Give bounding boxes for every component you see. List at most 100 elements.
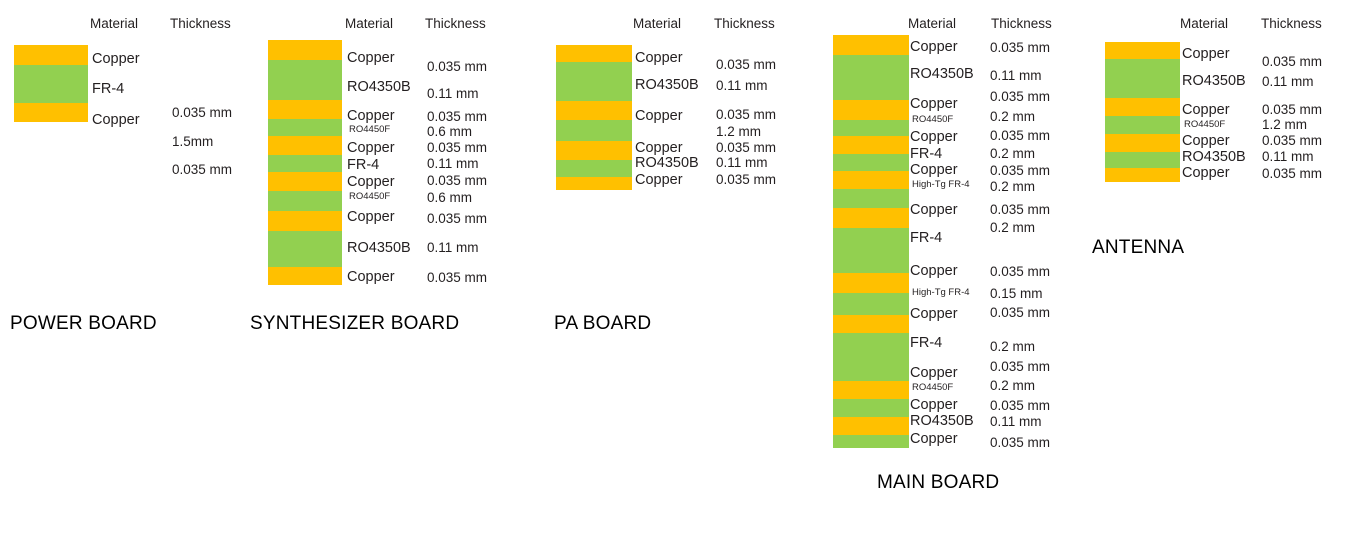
- stack-layer-dielectric: [833, 228, 909, 273]
- layer-material-label: Copper: [910, 397, 958, 413]
- layer-material-label: Copper: [910, 365, 958, 381]
- stack-layer-dielectric: [833, 154, 909, 171]
- board-caption-synthesizer-board: SYNTHESIZER BOARD: [250, 313, 460, 334]
- layer-thickness-label: 0.035 mm: [1262, 54, 1323, 69]
- layer-material-label: Copper: [910, 202, 958, 218]
- layer-material-label: Copper: [92, 112, 140, 128]
- stack-layer-copper: [268, 211, 342, 231]
- layer-material-label: RO4450F: [349, 191, 391, 202]
- layer-thickness-label: 0.035 mm: [990, 305, 1051, 320]
- stack-layer-copper: [833, 315, 909, 333]
- layer-material-label: Copper: [910, 96, 958, 112]
- stack-layer-copper: [833, 417, 909, 435]
- stack-layer-dielectric: [833, 293, 909, 315]
- stack-bar-main-board: [833, 35, 909, 448]
- layer-material-label: Copper: [347, 209, 395, 225]
- layer-material-label: FR-4: [92, 81, 125, 97]
- layer-thickness-label: 0.035 mm: [427, 140, 488, 155]
- stack-layer-dielectric: [556, 160, 632, 177]
- layer-thickness-label: 1.2 mm: [716, 124, 762, 139]
- layer-thickness-label: 0.035 mm: [1262, 102, 1323, 117]
- layer-material-label: RO4350B: [635, 155, 699, 171]
- layer-thickness-label: 0.035 mm: [427, 59, 488, 74]
- stack-layer-dielectric: [556, 120, 632, 141]
- stack-layer-dielectric: [268, 231, 342, 267]
- layer-material-label: Copper: [910, 431, 958, 447]
- layer-thickness-label: 0.11 mm: [427, 240, 479, 255]
- layer-material-label: RO4450F: [912, 382, 954, 393]
- layer-material-label: RO4450F: [912, 114, 954, 125]
- layer-material-label: Copper: [347, 108, 395, 124]
- layer-material-label: RO4350B: [1182, 73, 1246, 89]
- layer-material-label: Copper: [910, 263, 958, 279]
- layer-thickness-label: 0.11 mm: [427, 156, 479, 171]
- stack-bar-pa-board: [556, 45, 632, 190]
- stack-layer-copper: [833, 208, 909, 228]
- layer-thickness-label: 0.11 mm: [716, 155, 768, 170]
- layer-material-label: RO4450F: [349, 124, 391, 135]
- column-header-material: Material: [345, 16, 394, 31]
- layer-thickness-label: 0.11 mm: [990, 68, 1042, 83]
- stack-layer-dielectric: [268, 119, 342, 136]
- stack-layer-copper: [833, 381, 909, 399]
- layer-material-label: RO4350B: [635, 77, 699, 93]
- layer-material-label: RO4350B: [347, 79, 411, 95]
- layer-thickness-label: 0.2 mm: [990, 109, 1036, 124]
- stack-bar-antenna: [1105, 42, 1180, 182]
- layer-thickness-label: 0.035 mm: [172, 162, 233, 177]
- layer-material-label: Copper: [635, 108, 683, 124]
- board-caption-pa-board: PA BOARD: [554, 313, 652, 334]
- layer-thickness-label: 0.035 mm: [1262, 133, 1323, 148]
- layer-material-label: Copper: [910, 306, 958, 322]
- layer-thickness-label: 0.2 mm: [990, 339, 1036, 354]
- layer-material-label: Copper: [1182, 46, 1230, 62]
- layer-material-label: Copper: [635, 172, 683, 188]
- layer-thickness-label: 0.15 mm: [990, 286, 1043, 301]
- layer-thickness-label: 0.035 mm: [990, 40, 1051, 55]
- stack-layer-dielectric: [1105, 152, 1180, 168]
- stack-layer-dielectric: [833, 399, 909, 417]
- column-header-thickness: Thickness: [991, 16, 1052, 31]
- layer-thickness-label: 0.035 mm: [716, 140, 777, 155]
- layer-thickness-label: 0.035 mm: [990, 398, 1051, 413]
- layer-thickness-label: 0.2 mm: [990, 146, 1036, 161]
- layer-material-label: RO4350B: [910, 66, 974, 82]
- layer-material-label: FR-4: [910, 335, 943, 351]
- stack-layer-dielectric: [1105, 59, 1180, 98]
- stack-layer-copper: [14, 45, 88, 65]
- column-header-material: Material: [908, 16, 957, 31]
- layer-material-label: Copper: [347, 140, 395, 156]
- layer-thickness-label: 0.035 mm: [990, 128, 1051, 143]
- layer-thickness-label: 0.035 mm: [990, 163, 1051, 178]
- stack-layer-dielectric: [833, 120, 909, 136]
- layer-thickness-label: 0.11 mm: [427, 86, 479, 101]
- stack-layer-copper: [556, 101, 632, 120]
- stack-layer-dielectric: [833, 189, 909, 208]
- stack-layer-copper: [1105, 42, 1180, 59]
- layer-material-label: RO4350B: [910, 413, 974, 429]
- stack-layer-copper: [268, 100, 342, 119]
- layer-thickness-label: 0.2 mm: [990, 220, 1036, 235]
- layer-thickness-label: 0.035 mm: [716, 172, 777, 187]
- column-header-thickness: Thickness: [714, 16, 775, 31]
- layer-thickness-label: 0.6 mm: [427, 190, 473, 205]
- stack-layer-copper: [556, 141, 632, 160]
- stack-layer-dielectric: [833, 333, 909, 381]
- layer-thickness-label: 0.2 mm: [990, 179, 1036, 194]
- layer-thickness-label: 0.035 mm: [990, 202, 1051, 217]
- stack-layer-copper: [14, 103, 88, 122]
- stack-layer-copper: [1105, 134, 1180, 152]
- stack-layer-dielectric: [268, 155, 342, 172]
- layer-material-label: Copper: [347, 174, 395, 190]
- stack-layer-dielectric: [556, 62, 632, 101]
- layer-thickness-label: 0.2 mm: [990, 378, 1036, 393]
- layer-thickness-label: 0.035 mm: [990, 435, 1051, 450]
- layer-material-label: Copper: [92, 51, 140, 67]
- layer-thickness-label: 0.035 mm: [427, 270, 488, 285]
- layer-thickness-label: 0.11 mm: [716, 78, 768, 93]
- layer-thickness-label: 0.6 mm: [427, 124, 473, 139]
- layer-thickness-label: 0.035 mm: [716, 107, 777, 122]
